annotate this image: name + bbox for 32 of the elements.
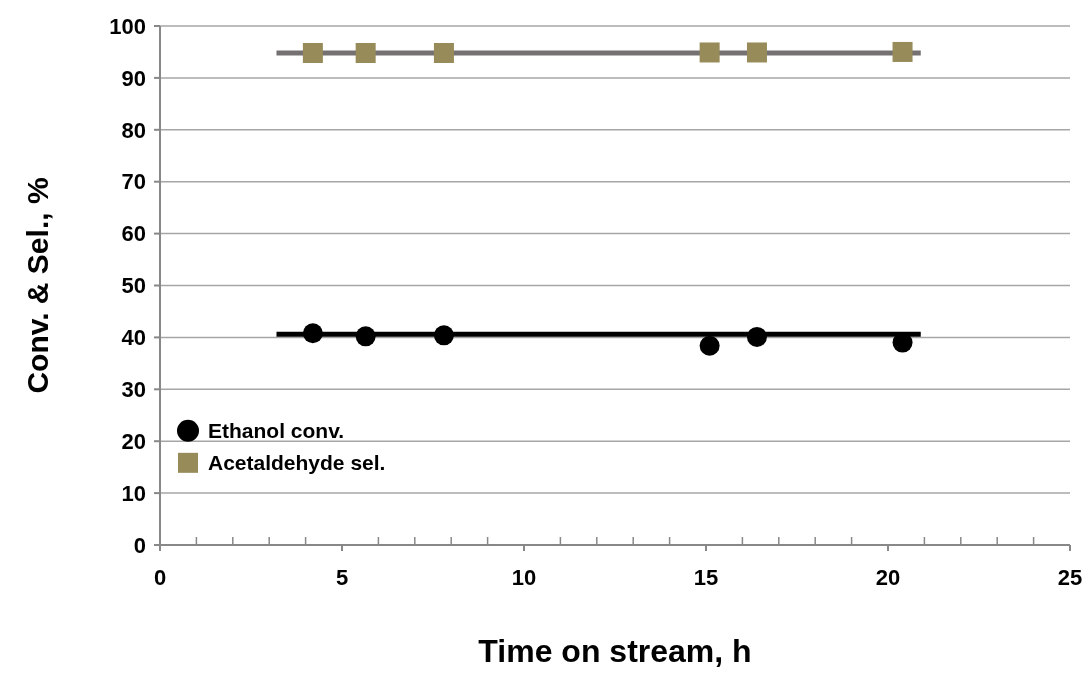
x-tick-label: 15 [693,565,719,590]
legend-label: Acetaldehyde sel. [208,451,386,475]
y-tick-label: 30 [121,377,146,402]
point [302,42,323,63]
y-tick-label: 10 [121,480,146,506]
point [892,41,913,62]
x-tick-label: 25 [1057,565,1083,590]
x-tick-label: 20 [875,565,901,590]
y-tick-label: 60 [121,221,146,247]
y-tick-label: 40 [121,325,146,351]
y-axis-title: Conv. & Sel., % [21,177,54,394]
point [433,325,454,346]
point [699,42,720,63]
point [746,42,767,63]
point [433,42,454,63]
y-tick-label: 90 [121,65,146,91]
y-tick-label: 100 [109,13,146,39]
point [355,326,376,347]
x-tick-label: 0 [153,565,167,590]
y-tick-label: 50 [121,273,146,299]
x-axis-title: Time on stream, h [478,633,752,669]
x-tick-label: 5 [335,565,349,590]
y-tick-label: 0 [133,532,146,558]
y-tick-label: 70 [121,169,146,195]
legend-label: Ethanol conv. [208,419,345,443]
point [302,323,323,344]
y-tick-label: 20 [121,428,146,454]
point [355,42,376,63]
x-tick-label: 10 [511,565,537,590]
point [699,335,720,356]
y-tick-label: 80 [121,117,146,143]
point [746,326,767,347]
